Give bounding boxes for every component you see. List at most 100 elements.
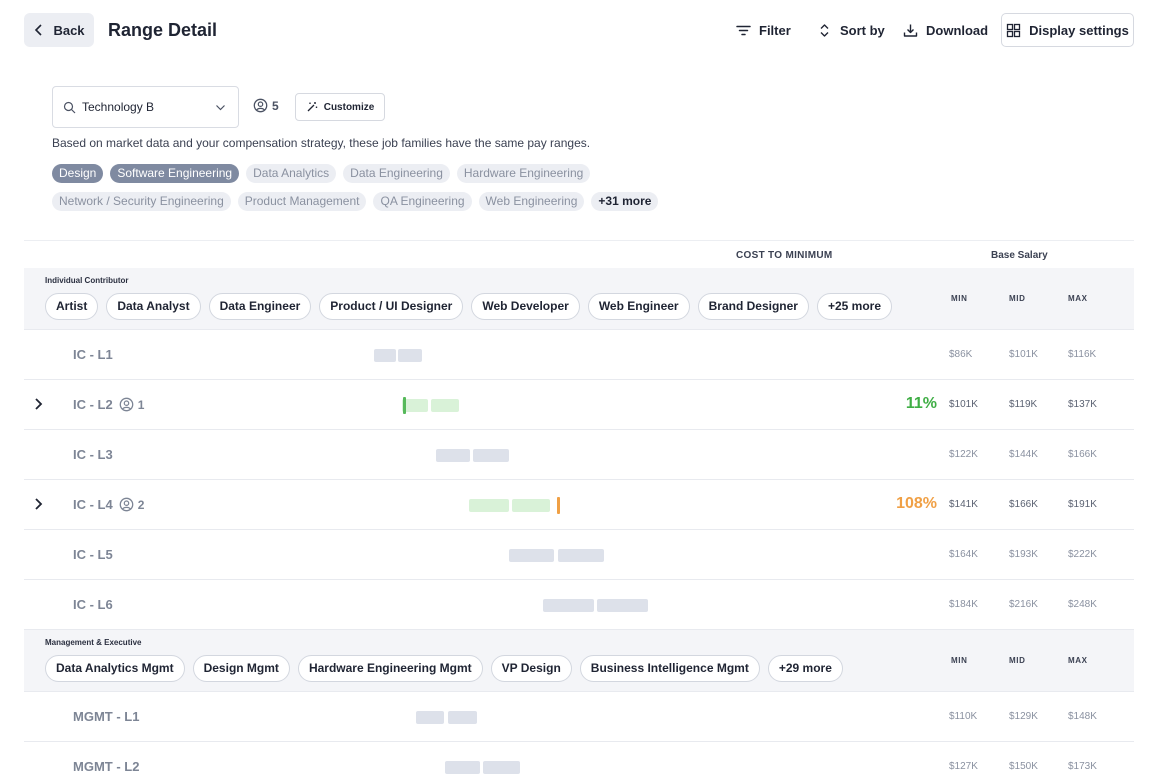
max-column-header: MAX bbox=[1068, 656, 1088, 665]
member-count-value: 5 bbox=[272, 98, 279, 113]
chevron-right-icon[interactable] bbox=[34, 498, 44, 510]
group-label: Individual Contributor bbox=[45, 276, 129, 285]
salary-min: $101K bbox=[949, 399, 978, 410]
job-family-tag[interactable]: Web Engineering bbox=[478, 192, 585, 211]
customize-button[interactable]: Customize bbox=[295, 93, 385, 121]
group-label: Management & Executive bbox=[45, 638, 142, 647]
job-family-tag[interactable]: Design bbox=[52, 164, 104, 183]
job-chip[interactable]: Data Analytics Mgmt bbox=[45, 655, 185, 682]
salary-max: $116K bbox=[1068, 349, 1097, 360]
salary-min: $184K bbox=[949, 599, 978, 610]
job-family-tag[interactable]: Hardware Engineering bbox=[456, 164, 591, 183]
job-family-tag[interactable]: Data Engineering bbox=[343, 164, 450, 183]
filter-icon bbox=[736, 25, 751, 35]
level-label: IC - L5 bbox=[73, 547, 113, 562]
level-name: IC - L6 bbox=[73, 597, 113, 612]
filter-button[interactable]: Filter bbox=[736, 13, 791, 47]
mid-column-header: MID bbox=[1009, 294, 1026, 303]
cost-to-minimum-value: 11% bbox=[905, 395, 937, 412]
job-chip[interactable]: Web Developer bbox=[471, 293, 580, 320]
range-bar-upper bbox=[483, 761, 520, 774]
chevron-right-icon[interactable] bbox=[34, 398, 44, 410]
table-row[interactable]: MGMT - L1 $110K $129K $148K bbox=[24, 692, 1134, 742]
range-bar-upper bbox=[448, 711, 477, 724]
level-label: IC - L3 bbox=[73, 447, 113, 462]
salary-min: $86K bbox=[949, 349, 973, 360]
display-settings-button[interactable]: Display settings bbox=[1001, 13, 1134, 47]
table-row[interactable]: IC - L6 $184K $216K $248K bbox=[24, 580, 1134, 630]
salary-min: $164K bbox=[949, 549, 978, 560]
user-circle-icon bbox=[119, 397, 134, 412]
job-family-tag[interactable]: Product Management bbox=[237, 192, 367, 211]
job-family-tag[interactable]: Data Analytics bbox=[246, 164, 337, 183]
range-bar-upper bbox=[558, 549, 604, 562]
level-label: MGMT - L1 bbox=[73, 709, 140, 724]
employee-pay-marker bbox=[403, 397, 406, 414]
group-job-chips: Artist Data Analyst Data Engineer Product /… bbox=[45, 293, 893, 320]
back-button[interactable]: Back bbox=[24, 13, 94, 47]
group-job-chips: Data Analytics Mgmt Design Mgmt Hardware E… bbox=[45, 655, 843, 682]
table-header: COST TO MINIMUM Base Salary bbox=[24, 240, 1134, 268]
sort-label: Sort by bbox=[840, 22, 885, 38]
grid-icon bbox=[1006, 23, 1021, 37]
job-chip[interactable]: +29 more bbox=[767, 655, 843, 682]
job-family-tag[interactable]: Network / Security Engineering bbox=[52, 192, 231, 211]
job-chip[interactable]: +25 more bbox=[816, 293, 893, 320]
min-column-header: MIN bbox=[951, 294, 968, 303]
min-column-header: MIN bbox=[951, 656, 968, 665]
salary-mid: $216K bbox=[1009, 599, 1038, 610]
job-chip[interactable]: Product / UI Designer bbox=[319, 293, 464, 320]
range-select[interactable]: Technology B bbox=[52, 86, 239, 128]
salary-max: $191K bbox=[1068, 499, 1097, 510]
job-chip[interactable]: VP Design bbox=[490, 655, 572, 682]
mid-column-header: MID bbox=[1009, 656, 1026, 665]
range-bar-lower bbox=[436, 449, 470, 462]
table-row[interactable]: MGMT - L2 $127K $150K $173K bbox=[24, 742, 1134, 778]
job-chip[interactable]: Design Mgmt bbox=[192, 655, 290, 682]
job-chip[interactable]: Hardware Engineering Mgmt bbox=[297, 655, 483, 682]
salary-mid: $193K bbox=[1009, 549, 1038, 560]
range-bar-upper bbox=[431, 399, 459, 412]
level-group-header: Management & Executive Data Analytics Mgm… bbox=[24, 630, 1134, 692]
job-chip[interactable]: Brand Designer bbox=[697, 293, 809, 320]
table-row[interactable]: IC - L1 $86K $101K $116K bbox=[24, 330, 1134, 380]
job-family-tag[interactable]: QA Engineering bbox=[373, 192, 472, 211]
job-chip[interactable]: Business Intelligence Mgmt bbox=[579, 655, 760, 682]
salary-max: $248K bbox=[1068, 599, 1097, 610]
download-label: Download bbox=[926, 22, 989, 38]
table-row[interactable]: IC - L3 $122K $144K $166K bbox=[24, 430, 1134, 480]
more-job-families-tag[interactable]: +31 more bbox=[591, 192, 659, 211]
job-chip[interactable]: Data Analyst bbox=[106, 293, 201, 320]
back-label: Back bbox=[53, 22, 85, 38]
table-row[interactable]: IC - L5 $164K $193K $222K bbox=[24, 530, 1134, 580]
level-label: IC - L6 bbox=[73, 597, 113, 612]
level-label: IC - L1 bbox=[73, 347, 113, 362]
job-family-tag[interactable]: Software Engineering bbox=[110, 164, 240, 183]
salary-min: $141K bbox=[949, 499, 978, 510]
salary-max: $166K bbox=[1068, 449, 1097, 460]
max-column-header: MAX bbox=[1068, 294, 1088, 303]
member-count: 5 bbox=[253, 98, 279, 113]
sort-button[interactable]: Sort by bbox=[817, 13, 885, 47]
user-circle-icon bbox=[253, 98, 268, 113]
table-row[interactable]: IC - L4 2 108% $141K $166K $191K bbox=[24, 480, 1134, 530]
salary-mid: $101K bbox=[1009, 349, 1038, 360]
salary-mid: $150K bbox=[1009, 761, 1038, 772]
job-chip[interactable]: Artist bbox=[45, 293, 99, 320]
range-bar-lower bbox=[509, 549, 554, 562]
employee-count-value: 1 bbox=[137, 397, 145, 412]
level-name: IC - L1 bbox=[73, 347, 113, 362]
job-family-tags-row-2: Network / Security Engineering Product Ma… bbox=[52, 192, 752, 211]
range-bar-upper bbox=[473, 449, 509, 462]
job-chip[interactable]: Data Engineer bbox=[208, 293, 312, 320]
level-group-header: Individual Contributor Artist Data Analyst… bbox=[24, 268, 1134, 330]
download-button[interactable]: Download bbox=[903, 13, 988, 47]
range-bar-lower bbox=[416, 711, 444, 724]
search-icon bbox=[63, 101, 76, 113]
table-row[interactable]: IC - L2 1 11% $101K $119K $137K bbox=[24, 380, 1134, 430]
job-family-tags-row-1: Design Software Engineering Data Analytics… bbox=[52, 164, 752, 183]
base-salary-header: Base Salary bbox=[991, 250, 1048, 261]
level-label: IC - L2 bbox=[73, 397, 113, 412]
salary-min: $122K bbox=[949, 449, 978, 460]
job-chip[interactable]: Web Engineer bbox=[587, 293, 690, 320]
